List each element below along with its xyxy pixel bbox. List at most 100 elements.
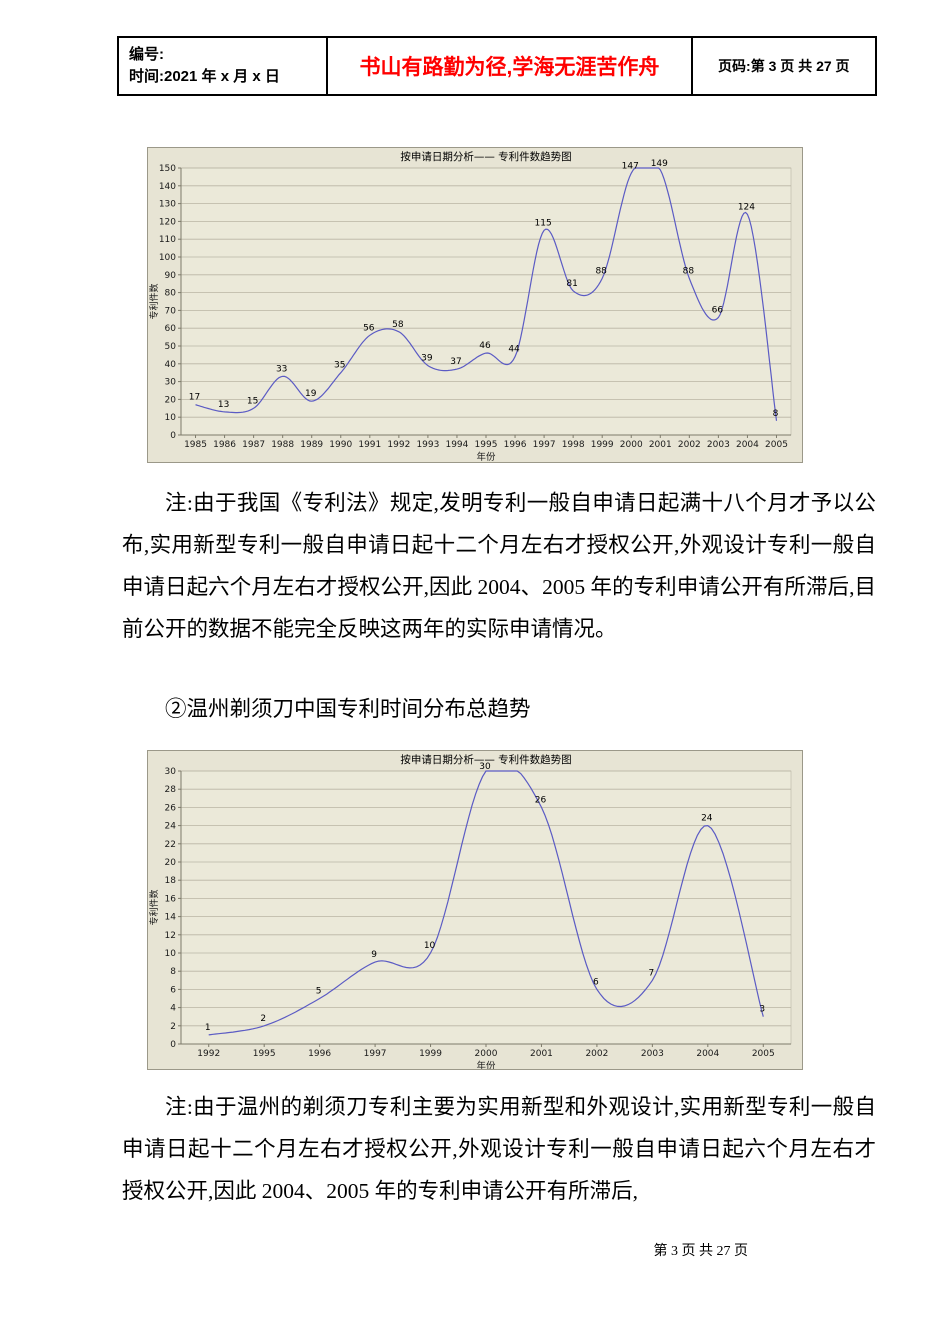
- header-motto: 书山有路勤为径,学海无涯苦作舟: [326, 36, 693, 96]
- x-tick-label: 1993: [416, 440, 439, 450]
- data-point-label: 30: [479, 762, 491, 772]
- data-point-label: 10: [424, 941, 436, 951]
- data-point-label: 17: [189, 393, 200, 403]
- x-tick-label: 1996: [308, 1049, 331, 1059]
- chart-patent-trend-all-years: 0 10 20 30 40 50 60 70 80 90 100 110 120 130 140 150 198…: [147, 147, 803, 463]
- x-axis-label: 年份: [476, 1060, 496, 1069]
- y-tick-label: 8: [170, 967, 176, 977]
- x-tick-label: 1996: [504, 440, 527, 450]
- data-point-label: 35: [334, 361, 345, 371]
- data-point-label: 2: [260, 1014, 266, 1024]
- x-tick-label: 2004: [736, 440, 759, 450]
- y-tick-label: 22: [165, 840, 176, 850]
- y-tick-label: 150: [159, 164, 176, 174]
- y-tick-label: 90: [165, 271, 177, 281]
- data-point-label: 26: [535, 795, 547, 805]
- x-tick-label: 1992: [197, 1049, 220, 1059]
- y-tick-label: 0: [170, 431, 176, 441]
- y-tick-label: 130: [159, 200, 176, 210]
- data-point-label: 8: [773, 409, 779, 419]
- data-point-label: 88: [683, 266, 695, 276]
- x-tick-label: 2000: [475, 1049, 498, 1059]
- y-tick-label: 16: [165, 894, 177, 904]
- x-tick-label: 1998: [562, 440, 585, 450]
- x-tick-label: 2001: [649, 440, 672, 450]
- y-tick-label: 10: [165, 413, 177, 423]
- x-tick-label: 2004: [696, 1049, 719, 1059]
- chart-title: 按申请日期分析—— 专利件数趋势图: [400, 150, 571, 163]
- data-point-label: 33: [276, 364, 287, 374]
- data-point-label: 5: [316, 987, 322, 997]
- x-tick-label: 1992: [387, 440, 410, 450]
- y-tick-label: 20: [165, 395, 177, 405]
- x-tick-label: 1995: [475, 440, 498, 450]
- y-tick-label: 4: [170, 1004, 176, 1014]
- x-tick-label: 1997: [533, 440, 556, 450]
- y-tick-label: 110: [159, 235, 176, 245]
- y-tick-label: 140: [159, 182, 176, 192]
- plot-area: [180, 167, 792, 436]
- data-point-label: 37: [450, 357, 461, 367]
- x-tick-label: 1999: [419, 1049, 442, 1059]
- data-point-label: 56: [363, 323, 375, 333]
- note-paragraph-2: 注:由于温州的剃须刀专利主要为实用新型和外观设计,实用新型专利一般自申请日起十二…: [122, 1095, 876, 1203]
- y-tick-label: 20: [165, 858, 177, 868]
- y-tick-label: 100: [159, 253, 176, 263]
- y-tick-label: 60: [165, 324, 177, 334]
- x-tick-label: 2003: [641, 1049, 664, 1059]
- note-paragraph-1: 注:由于我国《专利法》规定,发明专利一般自申请日起满十八个月才予以公布,实用新型…: [122, 491, 876, 641]
- y-tick-label: 18: [165, 876, 177, 886]
- y-tick-label: 0: [170, 1040, 176, 1050]
- y-tick-label: 80: [165, 289, 177, 299]
- header-time-label: 时间:2021 年 x 月 x 日: [129, 68, 280, 85]
- y-tick-label: 10: [165, 949, 177, 959]
- y-tick-label: 50: [165, 342, 177, 352]
- x-tick-label: 1985: [184, 440, 207, 450]
- data-point-label: 19: [305, 389, 317, 399]
- trend-chart-svg: 0102030405060708090100110120130140150198…: [148, 148, 802, 463]
- y-tick-label: 24: [165, 822, 177, 832]
- data-point-label: 7: [648, 968, 654, 978]
- y-tick-label: 120: [159, 217, 176, 227]
- y-axis-label: 专利件数: [148, 283, 160, 319]
- chart-title: 按申请日期分析—— 专利件数趋势图: [400, 753, 571, 766]
- data-point-label: 9: [371, 950, 377, 960]
- footer-page-number: 第 3 页 共 27 页: [653, 1244, 749, 1259]
- data-point-label: 66: [712, 306, 724, 316]
- header-number-label: 编号:: [129, 46, 164, 63]
- y-tick-label: 30: [165, 378, 177, 388]
- trend-line: [208, 770, 764, 1036]
- y-tick-label: 40: [165, 360, 177, 370]
- x-tick-label: 1994: [445, 440, 468, 450]
- y-tick-label: 14: [165, 913, 177, 923]
- x-tick-label: 1990: [329, 440, 352, 450]
- chart-patent-trend-wenzhou: 0 2 4 6 8 10 12 14 16 18 20 22 24 26 28 30 1992 1995 1996 1…: [147, 750, 803, 1072]
- header-page-label: 页码:第 3 页 共 27 页: [690, 36, 878, 96]
- x-tick-label: 1999: [591, 440, 614, 450]
- data-point-label: 6: [593, 977, 599, 987]
- y-axis-label: 专利件数: [148, 889, 160, 925]
- data-point-label: 44: [508, 345, 520, 355]
- data-point-label: 149: [651, 159, 668, 169]
- data-point-label: 46: [479, 341, 491, 351]
- y-tick-label: 26: [165, 803, 177, 813]
- x-tick-label: 1989: [300, 440, 323, 450]
- x-tick-label: 1991: [358, 440, 381, 450]
- data-point-label: 58: [392, 320, 404, 330]
- y-tick-label: 28: [165, 785, 177, 795]
- x-tick-label: 1997: [364, 1049, 387, 1059]
- x-axis-label: 年份: [476, 451, 496, 462]
- x-tick-label: 1986: [213, 440, 236, 450]
- y-tick-label: 2: [170, 1022, 176, 1032]
- trend-line: [195, 167, 778, 421]
- data-point-label: 81: [566, 279, 577, 289]
- data-point-label: 1: [205, 1023, 211, 1033]
- y-tick-label: 12: [165, 931, 176, 941]
- data-point-label: 24: [701, 814, 713, 824]
- x-tick-label: 2000: [620, 440, 643, 450]
- data-point-label: 15: [247, 396, 258, 406]
- y-tick-label: 30: [165, 767, 177, 777]
- data-point-label: 13: [218, 400, 229, 410]
